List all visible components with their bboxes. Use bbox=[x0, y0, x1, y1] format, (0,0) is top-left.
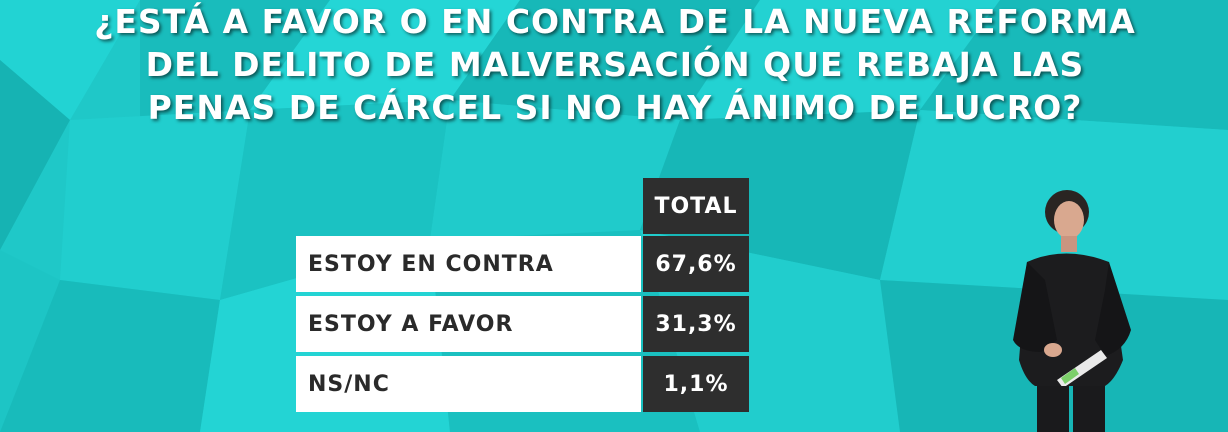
poll-question-line-3: PENAS DE CÁRCEL SI NO HAY ÁNIMO DE LUCRO… bbox=[147, 88, 1083, 127]
result-row-favor: ESTOY A FAVOR 31,3% bbox=[296, 296, 749, 352]
total-column-header: TOTAL bbox=[643, 178, 749, 234]
result-value: 31,3% bbox=[643, 296, 749, 352]
result-label: ESTOY EN CONTRA bbox=[296, 236, 641, 292]
poll-question-line-2: DEL DELITO DE MALVERSACIÓN QUE REBAJA LA… bbox=[145, 45, 1085, 84]
poll-question-line-1: ¿ESTÁ A FAVOR O EN CONTRA DE LA NUEVA RE… bbox=[94, 2, 1136, 41]
result-label: NS/NC bbox=[296, 356, 641, 412]
result-row-contra: ESTOY EN CONTRA 67,6% bbox=[296, 236, 749, 292]
presenter-figure bbox=[1013, 190, 1131, 432]
result-value: 1,1% bbox=[643, 356, 749, 412]
result-value: 67,6% bbox=[643, 236, 749, 292]
result-label: ESTOY A FAVOR bbox=[296, 296, 641, 352]
poll-question: ¿ESTÁ A FAVOR O EN CONTRA DE LA NUEVA RE… bbox=[60, 0, 1170, 129]
result-row-nsnc: NS/NC 1,1% bbox=[296, 356, 749, 412]
